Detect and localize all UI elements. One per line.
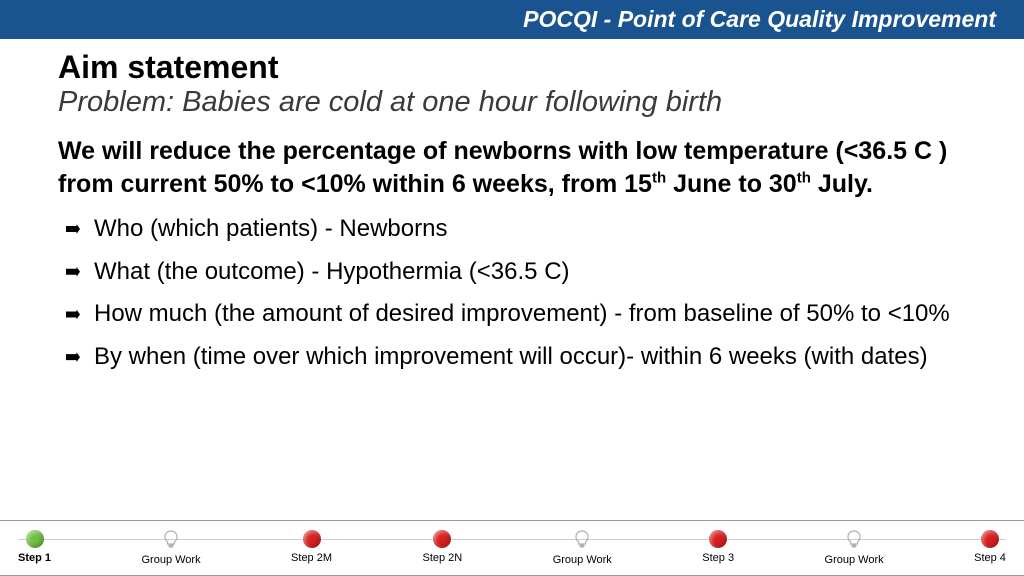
lightbulb-icon — [161, 530, 181, 550]
slide-subtitle: Problem: Babies are cold at one hour fol… — [58, 86, 974, 119]
list-item: By when (time over which improvement wil… — [58, 342, 974, 373]
nav-item[interactable]: Step 4 — [974, 530, 1006, 566]
nav-dot-icon — [981, 530, 999, 548]
bullet-list: Who (which patients) - Newborns What (th… — [58, 214, 974, 373]
nav-label: Group Work — [141, 554, 200, 566]
aim-suffix: July. — [811, 170, 873, 198]
nav-label: Step 4 — [974, 552, 1006, 564]
aim-statement-text: We will reduce the percentage of newborn… — [58, 135, 974, 200]
nav-label: Step 1 — [18, 552, 51, 564]
nav-label: Group Work — [825, 554, 884, 566]
nav-dot-icon — [709, 530, 727, 548]
footer-nav: Step 1 Group Work Step 2M Step 2N Group Work… — [0, 520, 1024, 576]
nav-label: Step 3 — [702, 552, 734, 564]
aim-sup2: th — [797, 169, 811, 186]
lightbulb-icon — [572, 530, 592, 550]
list-item: What (the outcome) - Hypothermia (<36.5 … — [58, 257, 974, 288]
nav-label: Step 2M — [291, 552, 332, 564]
nav-dot-icon — [26, 530, 44, 548]
nav-item[interactable]: Step 2M — [291, 530, 332, 566]
slide-title: Aim statement — [58, 49, 974, 86]
aim-mid: June to 30 — [666, 170, 797, 198]
nav-item[interactable]: Step 2N — [422, 530, 462, 566]
nav-item[interactable]: Group Work — [825, 530, 884, 566]
lightbulb-icon — [844, 530, 864, 550]
nav-label: Step 2N — [422, 552, 462, 564]
content-area: Aim statement Problem: Babies are cold a… — [0, 39, 1024, 520]
nav-item[interactable]: Group Work — [141, 530, 200, 566]
list-item: How much (the amount of desired improvem… — [58, 299, 974, 330]
list-item: Who (which patients) - Newborns — [58, 214, 974, 245]
nav-items: Step 1 Group Work Step 2M Step 2N Group Work… — [18, 530, 1006, 566]
nav-item[interactable]: Group Work — [553, 530, 612, 566]
aim-sup1: th — [652, 169, 666, 186]
nav-dot-icon — [303, 530, 321, 548]
header-bar: POCQI - Point of Care Quality Improvemen… — [0, 0, 1024, 39]
nav-dot-icon — [433, 530, 451, 548]
nav-label: Group Work — [553, 554, 612, 566]
nav-item[interactable]: Step 3 — [702, 530, 734, 566]
header-title: POCQI - Point of Care Quality Improvemen… — [523, 6, 996, 32]
nav-item[interactable]: Step 1 — [18, 530, 51, 566]
